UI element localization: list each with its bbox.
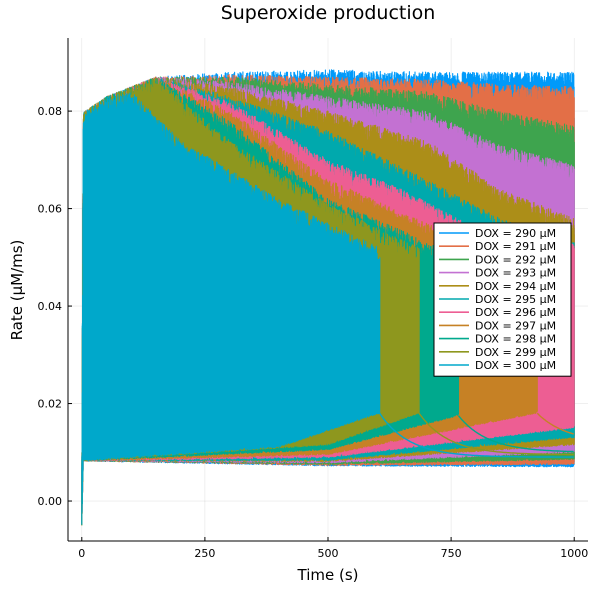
series-decay [379, 412, 574, 458]
x-axis-label: Time (s) [297, 566, 359, 584]
x-tick-label: 1000 [560, 547, 588, 560]
legend-label: DOX = 296 μM [475, 306, 556, 319]
y-tick-label: 0.06 [38, 203, 63, 216]
y-tick-label: 0.00 [38, 495, 63, 508]
x-tick-label: 750 [441, 547, 462, 560]
x-tick-label: 500 [318, 547, 339, 560]
x-tick-label: 0 [78, 547, 85, 560]
x-tick-label: 250 [194, 547, 215, 560]
legend-label: DOX = 299 μM [475, 346, 556, 359]
legend-label: DOX = 294 μM [475, 280, 556, 293]
traces [81, 69, 575, 526]
chart-title: Superoxide production [221, 2, 436, 24]
y-tick-label: 0.04 [38, 300, 63, 313]
series-oscillation [81, 92, 381, 525]
legend-label: DOX = 291 μM [475, 240, 556, 253]
y-tick-label: 0.08 [38, 105, 63, 118]
legend-label: DOX = 292 μM [475, 253, 556, 266]
legend-label: DOX = 290 μM [475, 227, 556, 240]
legend-label: DOX = 295 μM [475, 293, 556, 306]
legend-label: DOX = 293 μM [475, 267, 556, 280]
y-tick-label: 0.02 [38, 398, 63, 411]
legend-label: DOX = 298 μM [475, 333, 556, 346]
legend-label: DOX = 297 μM [475, 319, 556, 332]
ticks: 0 250 500 750 1000 0.00 0.02 0.04 0.06 0.08 [38, 105, 589, 560]
series-decay [457, 415, 574, 453]
y-axis-label: Rate (μM/ms) [8, 240, 26, 341]
series-decay [536, 412, 574, 435]
legend-label: DOX = 300 μM [475, 359, 556, 372]
series-10 [81, 92, 574, 525]
series-decay [418, 412, 574, 456]
